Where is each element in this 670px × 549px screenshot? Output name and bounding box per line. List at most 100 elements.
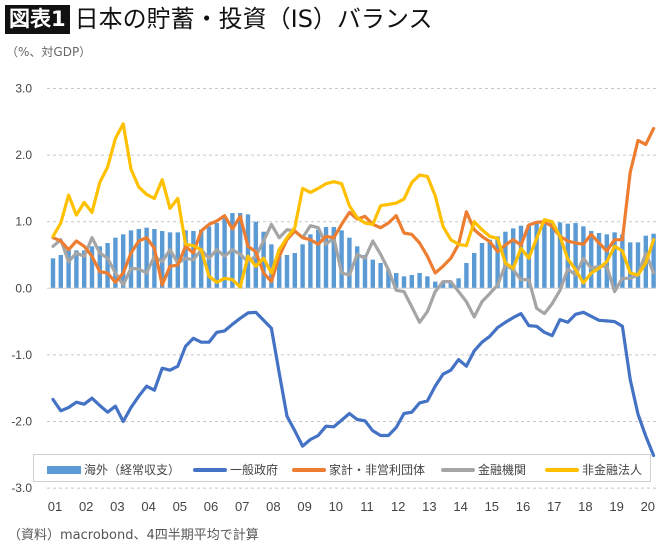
x-tick-label: 14 [453,499,467,514]
y-tick-label: 1.0 [15,215,32,229]
legend-label: 家計・非営利団体 [329,463,426,477]
bar-overseas [277,249,282,289]
bar-overseas [472,253,477,289]
bar-overseas [238,213,243,289]
bar-overseas [394,272,399,289]
y-axis-unit: （%、対GDP） [6,45,92,59]
bar-overseas [370,259,375,289]
bar-overseas [433,281,438,289]
bar-overseas [292,253,297,289]
bar-overseas [362,255,368,289]
bar-overseas [331,227,336,289]
bar-overseas [401,276,407,289]
bar-overseas [222,217,227,289]
bar-overseas [167,232,173,289]
bar-overseas [316,229,321,289]
bar-overseas [425,276,430,289]
bar-overseas [97,246,102,289]
chart-title: 図表1 日本の貯蓄・投資（IS）バランス [5,4,432,34]
x-tick-label: 06 [204,499,218,514]
bar-overseas [635,242,641,289]
legend-item-financial: 金融機関 [441,461,526,478]
bar-overseas [378,262,383,289]
legend-label: 一般政府 [230,463,279,477]
x-tick-label: 20 [641,499,655,514]
bar-overseas [105,243,110,289]
bar-overseas [456,278,461,289]
bar-overseas [409,274,414,289]
title-text: 日本の貯蓄・投資（IS）バランス [74,5,433,33]
legend-swatch-bar [47,465,81,474]
x-tick-label: 02 [79,499,93,514]
legend-swatch-line [292,467,326,472]
bar-overseas [542,222,547,289]
bar-overseas [300,244,305,289]
bar-overseas [620,234,625,289]
x-tick-label: 12 [391,499,405,514]
x-tick-label: 10 [329,499,343,514]
x-tick-label: 07 [235,499,249,514]
line-financial [51,222,656,324]
legend-item-household: 家計・非営利団体 [292,461,425,478]
bar-overseas [534,223,539,289]
bar-overseas [518,225,524,289]
bar-overseas [479,243,485,289]
bar-overseas [113,237,118,289]
bar-overseas [66,249,71,289]
bar-overseas [199,229,204,289]
line-household [51,126,656,287]
legend-item-nonfinancial: 非金融法人 [545,461,642,478]
x-tick-label: 19 [609,499,623,514]
bar-overseas [550,223,555,289]
legend-label: 非金融法人 [582,463,643,477]
bar-overseas [417,272,422,289]
legend-label: 金融機関 [478,463,527,477]
bar-overseas [628,242,633,289]
legend-label: 海外（経常収支） [84,463,181,477]
bar-overseas [50,258,56,289]
bar-overseas [128,230,134,289]
bar-overseas [269,244,274,289]
x-tick-label: 13 [422,499,436,514]
bar-overseas [308,234,313,289]
bar-overseas [557,222,563,289]
bar-overseas [347,237,352,289]
line-government [51,310,656,458]
bar-overseas [487,239,492,289]
y-tick-label: -3.0 [11,481,32,495]
y-tick-label: 2.0 [15,148,32,162]
bar-overseas [121,234,126,289]
legend-item-overseas: 海外（経常収支） [47,461,180,478]
bar-overseas [386,269,391,289]
bar-overseas [573,223,578,289]
bar-overseas [464,262,469,289]
bar-overseas [58,255,63,289]
legend-swatch-line [545,467,579,472]
y-tick-label: -2.0 [11,415,32,429]
source-note: （資料）macrobond、4四半期平均で計算 [8,528,259,543]
legend-item-government: 一般政府 [193,461,278,478]
bar-overseas [74,250,79,289]
x-tick-label: 11 [360,499,374,514]
x-tick-label: 09 [297,499,311,514]
bar-overseas [495,236,500,289]
x-tick-label: 04 [141,499,155,514]
bar-overseas [245,214,251,289]
y-tick-label: -1.0 [11,348,32,362]
x-tick-label: 03 [110,499,124,514]
legend-swatch-line [193,467,227,472]
bar-overseas [440,282,446,289]
bar-overseas [284,255,290,289]
bar-overseas [589,231,594,289]
bar-overseas [355,246,360,289]
x-tick-label: 05 [173,499,187,514]
x-tick-label: 17 [547,499,561,514]
bar-overseas [612,232,617,289]
y-tick-label: 0.0 [15,281,32,295]
line-nonfinancial [51,122,656,289]
bar-overseas [596,233,602,289]
figure-badge: 図表1 [5,4,70,34]
bar-overseas [448,281,453,289]
bar-overseas [511,228,516,289]
